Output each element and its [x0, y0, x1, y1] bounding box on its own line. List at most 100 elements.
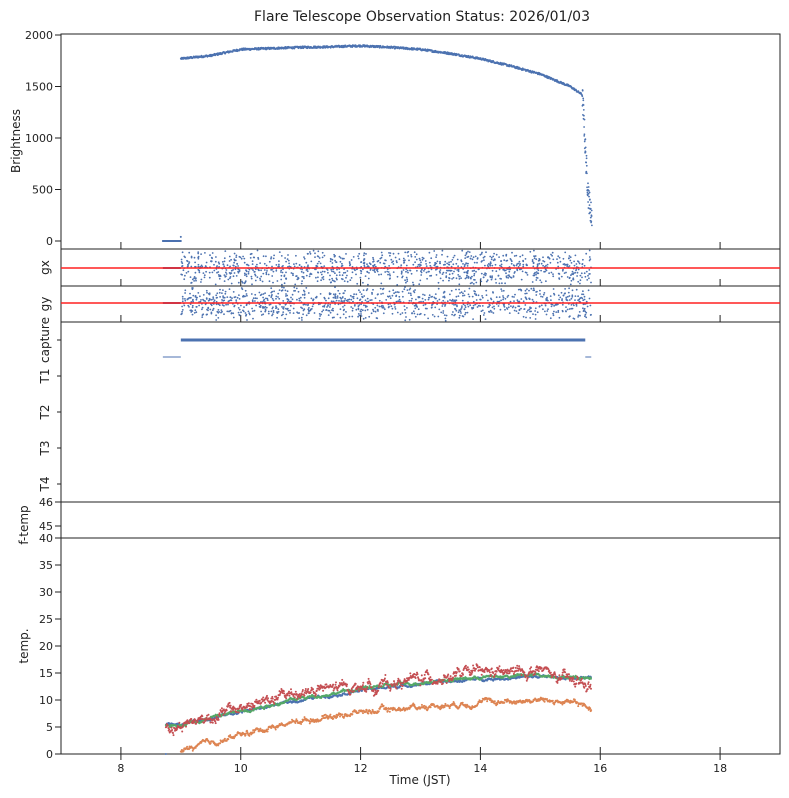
gx-point: [363, 258, 366, 260]
gx-point: [444, 263, 446, 266]
gx-point: [376, 270, 379, 273]
gy-point: [535, 294, 538, 296]
gx-point: [535, 279, 538, 281]
gy-point: [331, 309, 333, 311]
gx-point: [585, 252, 588, 255]
gx-point: [448, 273, 451, 276]
gy-point: [360, 308, 363, 311]
brightness-point: [284, 47, 286, 50]
gx-point: [285, 278, 287, 280]
gx-point: [435, 262, 438, 265]
gy-point: [543, 292, 546, 294]
gx-point: [310, 260, 313, 263]
gy-point: [242, 295, 245, 298]
gy-point: [534, 313, 537, 316]
gy-point: [336, 313, 339, 316]
gx-point: [386, 270, 389, 273]
gy-point: [482, 314, 485, 316]
brightness-point: [584, 151, 587, 153]
gx-point: [224, 275, 227, 278]
gy-point: [398, 298, 401, 301]
gx-point: [293, 265, 296, 268]
gx-point: [292, 272, 294, 275]
gy-point: [550, 299, 552, 301]
gx-point: [369, 263, 372, 266]
gx-point: [405, 270, 407, 273]
gx-point: [295, 262, 298, 265]
gx-point: [518, 264, 521, 266]
gx-point: [300, 282, 303, 285]
gy-point: [540, 304, 543, 307]
gy-point: [236, 296, 239, 299]
gy-point: [467, 293, 470, 296]
gy-point: [305, 303, 307, 306]
gy-point: [460, 312, 462, 314]
gx-point: [476, 258, 479, 260]
gx-point: [453, 254, 456, 257]
gy-point: [477, 294, 480, 297]
gx-point: [463, 271, 466, 274]
gy-point: [427, 317, 429, 320]
gy-point: [487, 299, 489, 302]
gx-point: [188, 251, 191, 254]
gy-point: [358, 304, 361, 306]
gx-point: [243, 272, 246, 275]
gy-point: [481, 305, 484, 307]
gx-point: [473, 278, 475, 281]
gx-point: [232, 264, 235, 267]
gy-point: [539, 293, 541, 295]
brightness-point: [582, 104, 585, 106]
gx-point: [316, 265, 319, 268]
gx-point: [407, 271, 409, 274]
gy-point: [281, 289, 284, 292]
gx-point: [181, 251, 184, 254]
gy-point: [520, 307, 522, 310]
gy-point: [472, 318, 474, 320]
gx-point: [305, 274, 308, 277]
gx-point: [471, 258, 474, 261]
gy-point: [286, 290, 289, 293]
gy-point: [544, 310, 546, 313]
f-temp-y-label: f-temp: [17, 505, 31, 544]
gy-point: [418, 313, 421, 316]
gx-point: [576, 275, 578, 277]
gx-point: [191, 278, 194, 281]
gy-point: [485, 289, 488, 292]
gx-point: [359, 269, 362, 272]
gy-point: [264, 310, 267, 313]
gx-point: [423, 270, 425, 272]
gy-point: [246, 319, 248, 321]
gx-point: [450, 269, 453, 272]
gx-point: [540, 281, 543, 284]
gx-point: [461, 249, 464, 252]
gy-point: [399, 300, 401, 303]
gx-point: [352, 256, 355, 258]
gx-point: [218, 275, 221, 278]
gy-point: [325, 309, 328, 311]
gy-point: [481, 295, 483, 297]
gy-point: [212, 307, 215, 310]
gx-point: [455, 277, 458, 280]
gx-point: [569, 259, 572, 262]
gx-point: [427, 270, 430, 273]
gy-point: [457, 295, 460, 297]
gy-point: [434, 293, 437, 295]
gx-point: [251, 263, 254, 265]
gy-point: [363, 304, 365, 307]
gy-point: [223, 299, 226, 302]
gx-point: [497, 275, 500, 277]
gy-point: [468, 295, 471, 298]
gy-point: [329, 311, 332, 314]
gy-point: [260, 293, 263, 296]
gy-point: [364, 309, 367, 312]
gy-point: [520, 298, 523, 300]
gy-point: [248, 312, 251, 314]
gy-point: [452, 311, 454, 313]
gx-point: [515, 254, 518, 257]
gy-point: [319, 293, 322, 295]
gx-point: [466, 275, 468, 277]
gx-point: [495, 270, 498, 273]
temp-y-tick-label: 0: [46, 748, 53, 761]
gx-point: [491, 264, 494, 267]
gx-point: [416, 269, 418, 272]
